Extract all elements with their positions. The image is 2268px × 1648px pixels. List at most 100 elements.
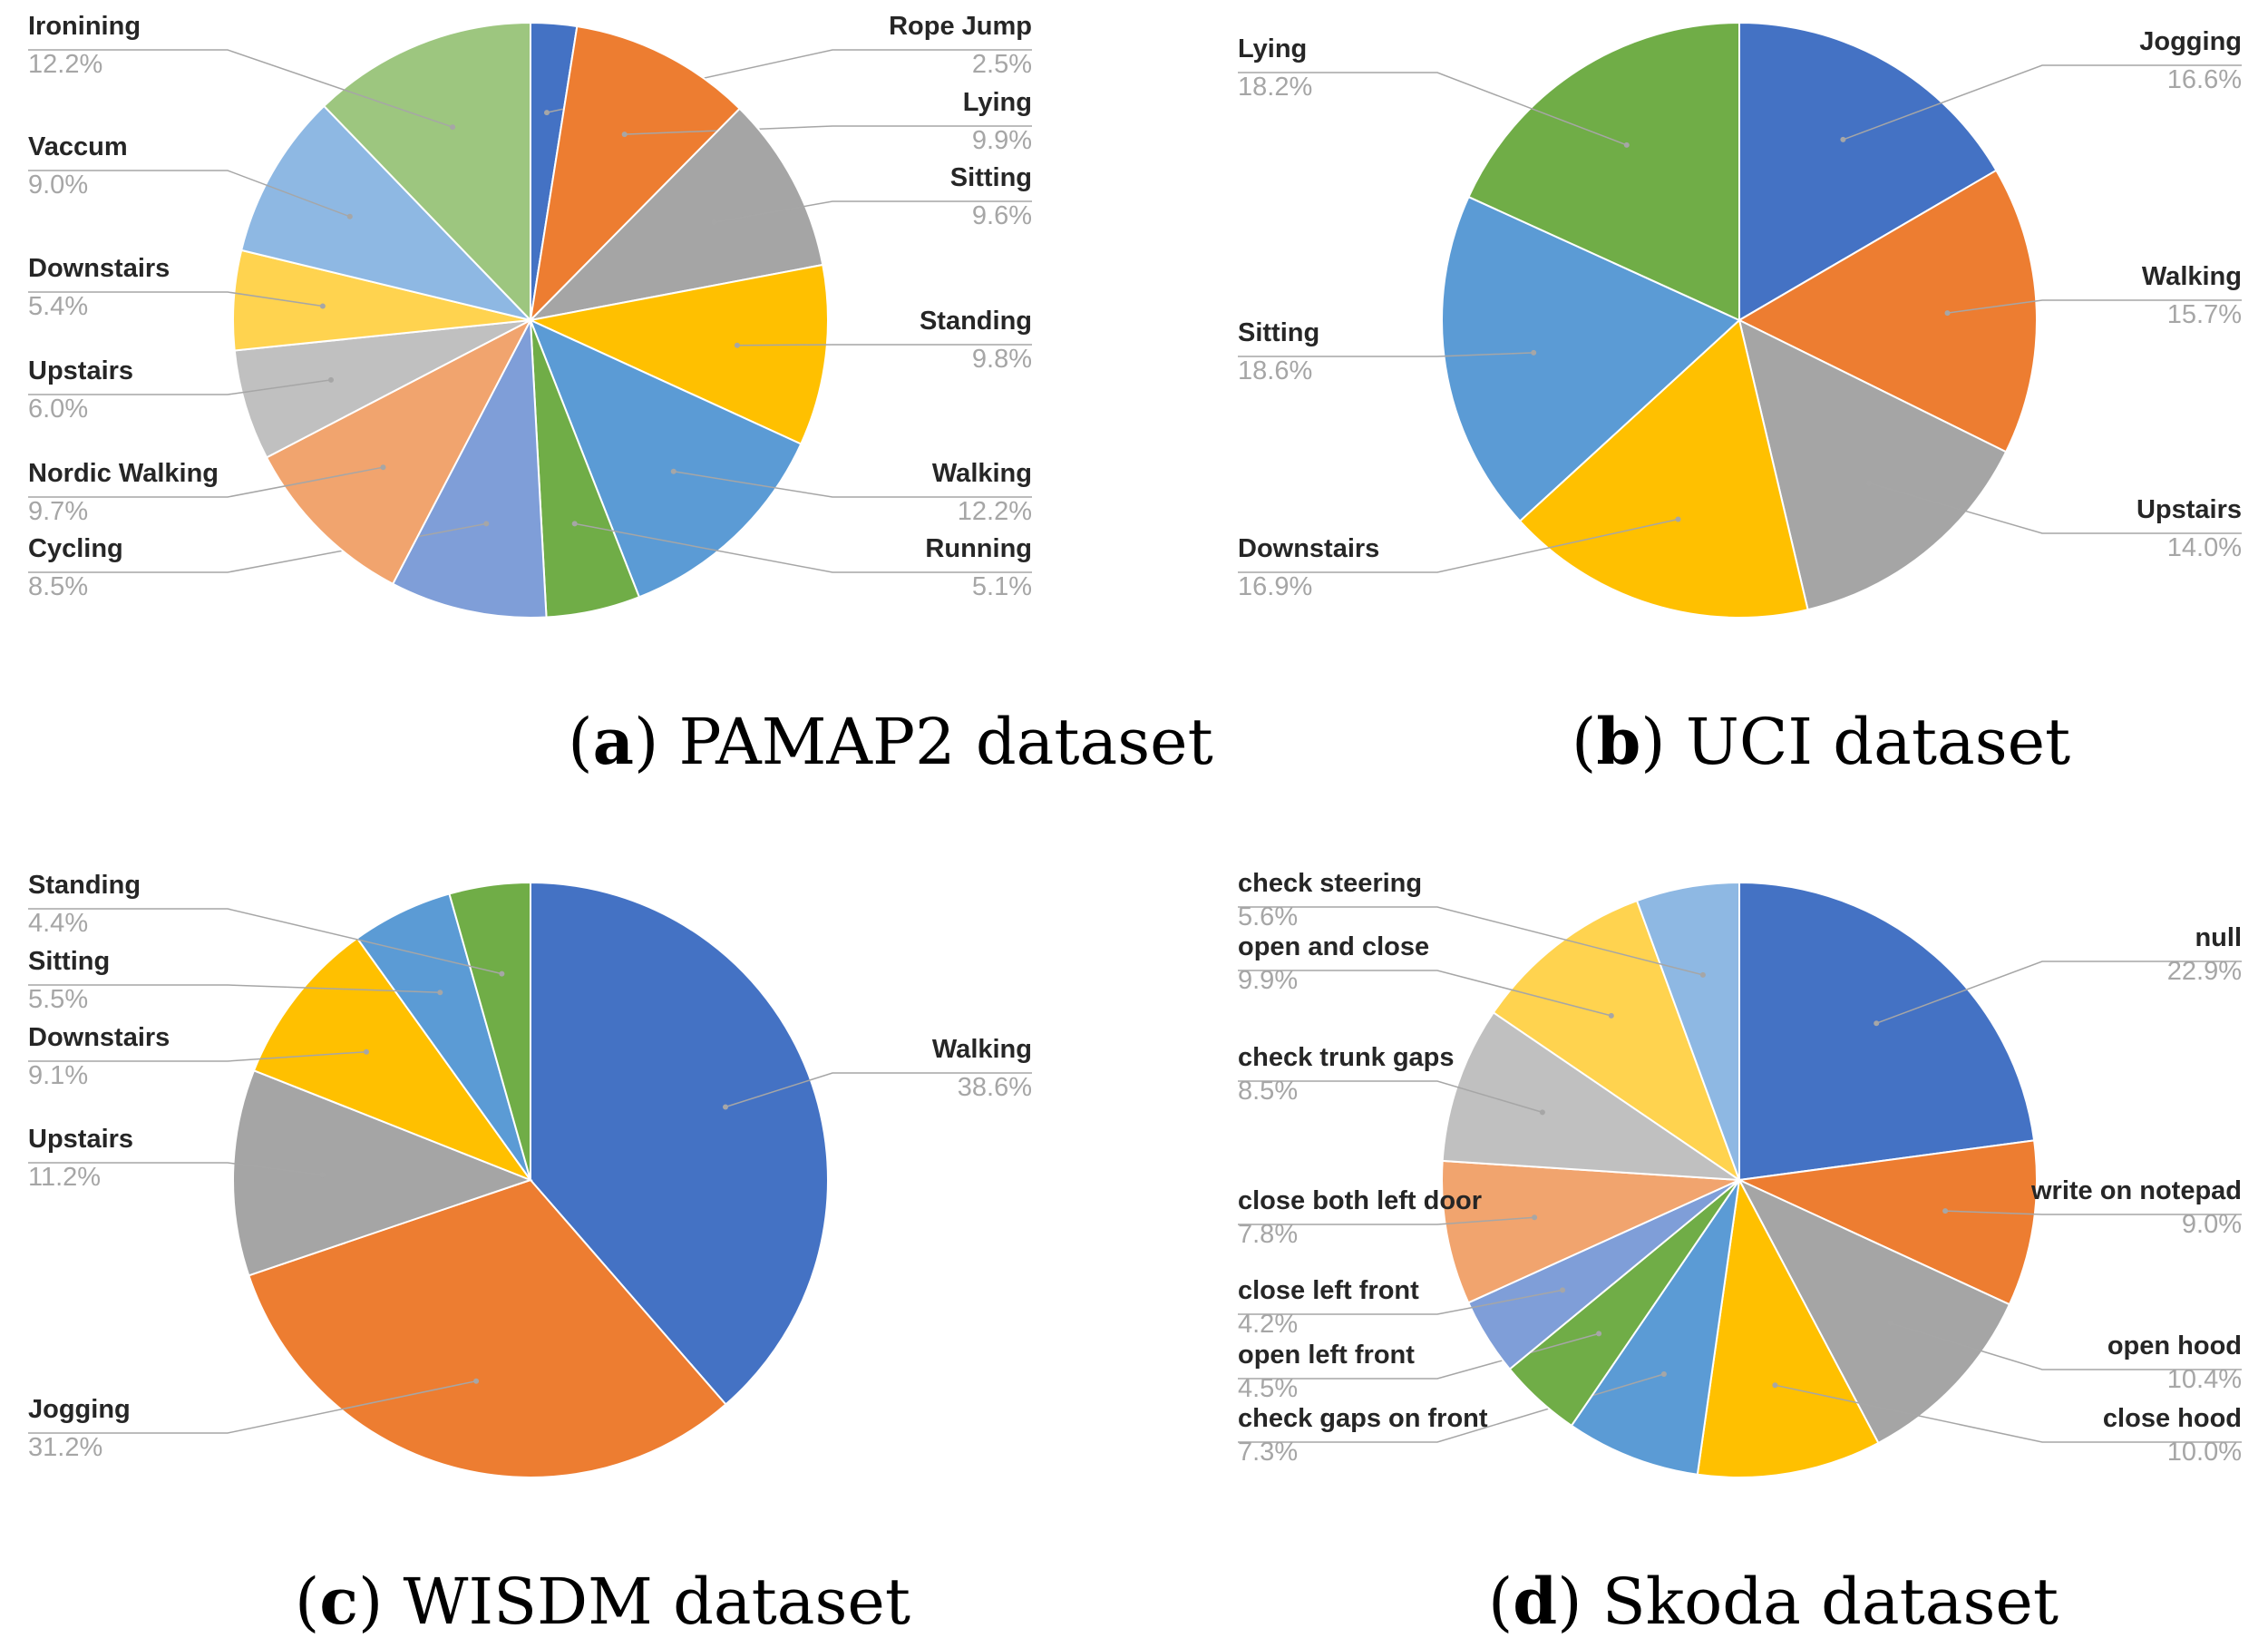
slice-label-upstairs: Upstairs bbox=[28, 1125, 133, 1154]
leader-dot-upstairs bbox=[328, 376, 334, 383]
leader-line-standing bbox=[736, 344, 1032, 346]
pie-slice-open-hood bbox=[1737, 1177, 2011, 1445]
slice-value-walking: 38.6% bbox=[958, 1073, 1032, 1102]
leader-dot-open-and-close bbox=[1608, 1012, 1614, 1019]
leader-dot-jogging bbox=[1840, 136, 1846, 142]
slice-value-walking: 12.2% bbox=[958, 497, 1032, 526]
leader-dot-check-gaps-on-front bbox=[1660, 1371, 1667, 1377]
slice-label-downstairs: Downstairs bbox=[28, 1023, 170, 1052]
leader-dot-close-left-front bbox=[1560, 1287, 1566, 1293]
slice-value-upstairs: 6.0% bbox=[28, 395, 88, 424]
leader-dot-null bbox=[1874, 1020, 1880, 1027]
pie-slice-null bbox=[1738, 881, 2036, 1182]
caption-a: (a) PAMAP2 dataset bbox=[568, 704, 1212, 779]
leader-dot-check-steering bbox=[1699, 971, 1706, 978]
leader-dot-lying bbox=[621, 132, 628, 138]
slice-label-open-and-close: open and close bbox=[1238, 932, 1429, 961]
leader-dot-close-both-left-door bbox=[1532, 1214, 1538, 1221]
leader-line-downstairs bbox=[28, 1050, 367, 1062]
slice-label-jogging: Jogging bbox=[2139, 27, 2242, 56]
slice-label-close-hood: close hood bbox=[2103, 1404, 2242, 1433]
leader-dot-open-left-front bbox=[1596, 1331, 1602, 1337]
leader-dot-cycling bbox=[483, 521, 490, 527]
pie-slice-walking bbox=[530, 881, 829, 1406]
leader-dot-jogging bbox=[473, 1378, 480, 1384]
leader-dot-rope-jump bbox=[544, 110, 550, 116]
slice-label-standing: Standing bbox=[28, 871, 141, 900]
leader-dot-upstairs bbox=[319, 1172, 326, 1178]
slice-label-nordic-walking: Nordic Walking bbox=[28, 459, 219, 488]
caption-d: (d) Skoda dataset bbox=[1488, 1564, 2059, 1639]
slice-label-ironining: Ironining bbox=[28, 12, 141, 41]
slice-label-lying: Lying bbox=[1238, 34, 1307, 63]
slice-label-vaccum: Vaccum bbox=[28, 132, 128, 161]
pie-slice-standing bbox=[448, 881, 531, 1181]
leader-line-walking bbox=[1947, 299, 2242, 314]
leader-dot-sitting bbox=[437, 990, 443, 996]
leader-dot-walking bbox=[1944, 310, 1951, 317]
leader-line-open-and-close bbox=[1238, 970, 1611, 1017]
leader-line-null bbox=[1875, 961, 2242, 1024]
leader-line-sitting bbox=[714, 200, 1032, 223]
pie-slice-jogging bbox=[1738, 21, 1998, 322]
leader-line-open-left-front bbox=[1238, 1332, 1600, 1380]
leader-line-ironining bbox=[28, 49, 453, 128]
pie-slice-upstairs bbox=[1738, 318, 2008, 611]
slice-label-open-left-front: open left front bbox=[1238, 1341, 1415, 1370]
slice-value-standing: 4.4% bbox=[28, 909, 88, 938]
slice-value-nordic-walking: 9.7% bbox=[28, 497, 88, 526]
slice-value-running: 5.1% bbox=[972, 572, 1032, 601]
slice-value-sitting: 18.6% bbox=[1238, 356, 1312, 385]
slice-value-close-left-front: 4.2% bbox=[1238, 1310, 1298, 1339]
slice-label-sitting: Sitting bbox=[28, 947, 110, 976]
leader-line-upstairs bbox=[28, 379, 332, 395]
slice-value-check-trunk-gaps: 8.5% bbox=[1238, 1077, 1298, 1106]
leader-line-write-on-notepad bbox=[1945, 1210, 2242, 1215]
slice-label-write-on-notepad: write on notepad bbox=[2030, 1176, 2242, 1205]
leader-line-lying bbox=[624, 125, 1032, 135]
leader-dot-standing bbox=[499, 970, 505, 977]
pie-slice-ironining bbox=[322, 21, 531, 323]
panel-d-skoda: null 22.9% write on notepad 9.0% open hood 10… bbox=[1238, 869, 2242, 1478]
slice-value-vaccum: 9.0% bbox=[28, 171, 88, 200]
leader-line-close-both-left-door bbox=[1238, 1216, 1535, 1225]
leader-line-running bbox=[574, 522, 1032, 573]
slice-value-open-and-close: 9.9% bbox=[1238, 966, 1298, 995]
leader-line-walking bbox=[725, 1072, 1032, 1108]
slice-value-sitting: 9.6% bbox=[972, 201, 1032, 230]
leader-dot-sitting bbox=[1531, 349, 1537, 356]
leader-line-close-left-front bbox=[1238, 1289, 1563, 1315]
leader-line-sitting bbox=[28, 984, 441, 993]
slice-label-check-gaps-on-front: check gaps on front bbox=[1238, 1404, 1488, 1433]
leader-dot-lying bbox=[1623, 141, 1630, 148]
leader-dot-downstairs bbox=[319, 303, 326, 309]
pie-slice-sitting bbox=[528, 107, 824, 322]
pie-slice-nordic-walking bbox=[265, 317, 533, 586]
leader-line-close-hood bbox=[1775, 1384, 2242, 1443]
leader-line-upstairs bbox=[1868, 482, 2242, 534]
slice-label-null: null bbox=[2195, 923, 2242, 952]
slice-label-walking: Walking bbox=[932, 1035, 1032, 1064]
leader-dot-walking bbox=[670, 468, 677, 474]
slice-label-downstairs: Downstairs bbox=[28, 254, 170, 283]
pie-slice-check-gaps-on-front bbox=[1570, 1179, 1740, 1476]
leader-dot-ironining bbox=[450, 124, 456, 131]
slice-label-jogging: Jogging bbox=[28, 1395, 131, 1424]
leader-line-standing bbox=[28, 908, 502, 975]
leader-dot-vaccum bbox=[346, 213, 353, 219]
slice-value-write-on-notepad: 9.0% bbox=[2182, 1210, 2242, 1239]
caption-c: (c) WISDM dataset bbox=[295, 1564, 910, 1639]
slice-label-walking: Walking bbox=[2142, 262, 2242, 291]
leader-dot-standing bbox=[734, 342, 740, 348]
pie-slice-sitting bbox=[1441, 195, 1741, 522]
slice-value-upstairs: 11.2% bbox=[28, 1163, 101, 1192]
pie-slice-lying bbox=[529, 24, 742, 323]
pie-slice-standing bbox=[527, 263, 829, 445]
slice-value-sitting: 5.5% bbox=[28, 985, 88, 1014]
slice-label-check-trunk-gaps: check trunk gaps bbox=[1238, 1043, 1455, 1072]
slice-value-walking: 15.7% bbox=[2167, 300, 2242, 329]
leader-line-jogging bbox=[28, 1380, 477, 1434]
pie-slice-close-both-left-door bbox=[1441, 1159, 1740, 1304]
leader-line-walking bbox=[673, 471, 1032, 498]
leader-line-upstairs bbox=[28, 1162, 323, 1175]
